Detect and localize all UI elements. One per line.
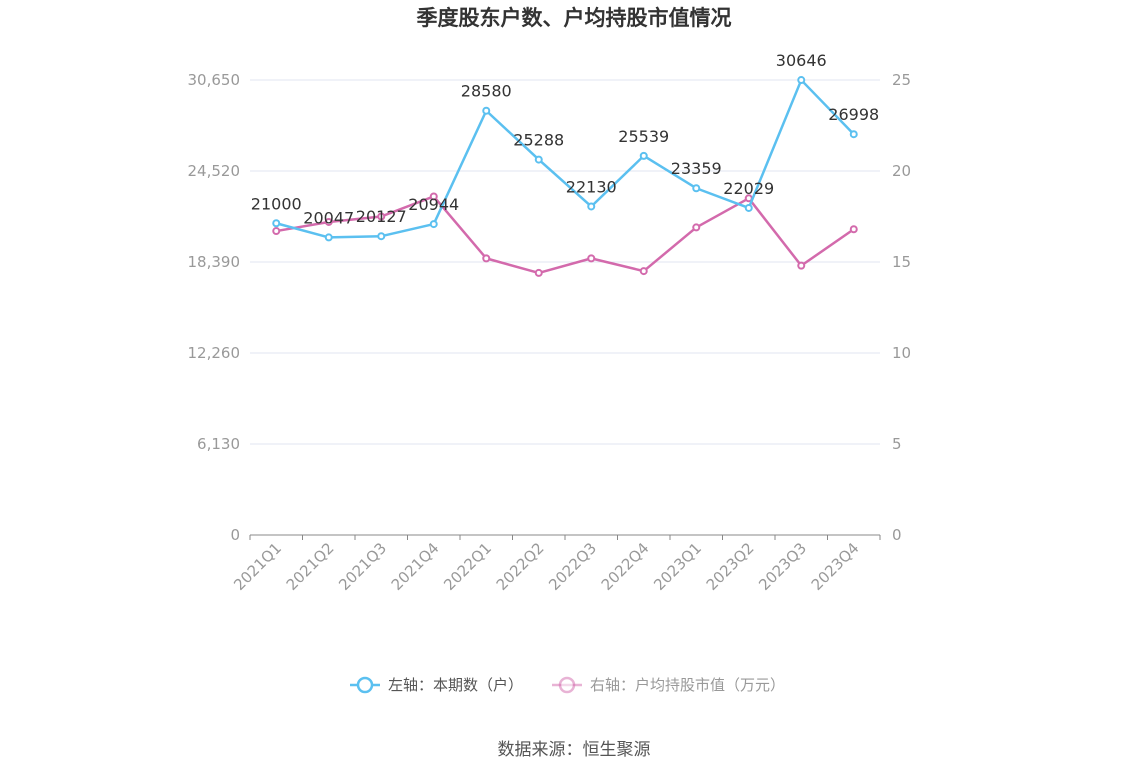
holders-count-data-label: 25288 (513, 131, 564, 150)
holders-count-line (275, 78, 855, 239)
source-note: 数据来源：恒生聚源 (498, 740, 651, 760)
holders-count-data-label: 20944 (408, 195, 459, 214)
holders-count-point[interactable] (692, 184, 701, 193)
holders-count-data-label: 28580 (461, 82, 512, 101)
x-axis-tick-label: 2021Q3 (335, 539, 390, 594)
holders-count-data-label: 22029 (723, 179, 774, 198)
legend-marker (356, 676, 374, 694)
left-axis-tick-label: 6,130 (197, 435, 240, 453)
avg-holding-value-point[interactable] (587, 254, 596, 263)
legend-label: 左轴：本期数（户） (388, 676, 523, 694)
series-layer (272, 76, 858, 277)
holders-count-point[interactable] (587, 202, 596, 211)
avg-holding-value-point[interactable] (429, 192, 438, 201)
avg-holding-value-point[interactable] (482, 254, 491, 263)
right-axis-tick-label: 0 (892, 526, 902, 544)
holders-count-point[interactable] (849, 130, 858, 139)
x-axis-tick-label: 2023Q1 (650, 539, 705, 594)
left-axis-tick-label: 18,390 (188, 253, 241, 271)
holders-count-point[interactable] (797, 76, 806, 85)
left-axis-tick-label: 30,650 (188, 71, 241, 89)
avg-holding-value-point[interactable] (272, 227, 281, 236)
x-axis-tick-label: 2021Q1 (230, 539, 285, 594)
holders-count-point[interactable] (639, 151, 648, 160)
holders-count-data-label: 26998 (828, 105, 879, 124)
avg-holding-value-point[interactable] (377, 212, 386, 221)
chart-title: 季度股东户数、户均持股市值情况 (417, 6, 732, 30)
x-axis-tick-label: 2023Q4 (808, 539, 863, 594)
right-axis-tick-label: 25 (892, 71, 911, 89)
holders-count-data-label: 22130 (566, 177, 617, 196)
holders-count-point[interactable] (482, 106, 491, 115)
holders-count-point[interactable] (744, 203, 753, 212)
holders-count-data-label: 30646 (776, 51, 827, 70)
avg-holding-value-point[interactable] (849, 225, 858, 234)
right-axis-tick-label: 10 (892, 344, 911, 362)
right-axis-tick-label: 20 (892, 162, 911, 180)
avg-holding-value-point[interactable] (797, 261, 806, 270)
avg-holding-value-point[interactable] (534, 268, 543, 277)
holders-count-point[interactable] (429, 220, 438, 229)
x-axis-tick-label: 2021Q4 (388, 539, 443, 594)
avg-holding-value-point[interactable] (324, 217, 333, 226)
holders-count-point[interactable] (272, 219, 281, 228)
legend-item-avg-holding-value[interactable]: 右轴：户均持股市值（万元） (552, 676, 785, 694)
holders-count-point[interactable] (324, 233, 333, 242)
holders-count-data-label: 21000 (251, 194, 302, 213)
holders-count-data-label: 20127 (356, 207, 407, 226)
left-axis-tick-label: 0 (230, 526, 240, 544)
holders-count-point[interactable] (377, 232, 386, 241)
left-axis-tick-label: 24,520 (188, 162, 241, 180)
x-axis-tick-label: 2022Q1 (440, 539, 495, 594)
legend-label: 右轴：户均持股市值（万元） (590, 676, 785, 694)
holders-count-data-label: 23359 (671, 159, 722, 178)
grid-layer (250, 79, 880, 445)
x-axis-tick-label: 2023Q3 (755, 539, 810, 594)
right-axis-tick-label: 5 (892, 435, 902, 453)
legend-item-holders-count[interactable]: 左轴：本期数（户） (350, 676, 523, 694)
x-axis-tick-label: 2022Q2 (493, 539, 548, 594)
x-axis-tick-label: 2023Q2 (703, 539, 758, 594)
holders-count-data-label: 20047 (303, 208, 354, 227)
legend[interactable]: 左轴：本期数（户） 右轴：户均持股市值（万元） (350, 676, 785, 694)
x-axis-tick-label: 2022Q4 (598, 539, 653, 594)
legend-marker (558, 676, 576, 694)
x-axis-tick-label: 2022Q3 (545, 539, 600, 594)
holders-count-data-label: 25539 (618, 127, 669, 146)
avg-holding-value-line (276, 195, 855, 275)
x-axis-tick-label: 2021Q2 (283, 539, 338, 594)
avg-holding-value-point[interactable] (692, 223, 701, 232)
right-axis-tick-label: 15 (892, 253, 911, 271)
avg-holding-value-point[interactable] (639, 267, 648, 276)
holders-count-point[interactable] (534, 155, 543, 164)
left-axis-tick-label: 12,260 (188, 344, 241, 362)
